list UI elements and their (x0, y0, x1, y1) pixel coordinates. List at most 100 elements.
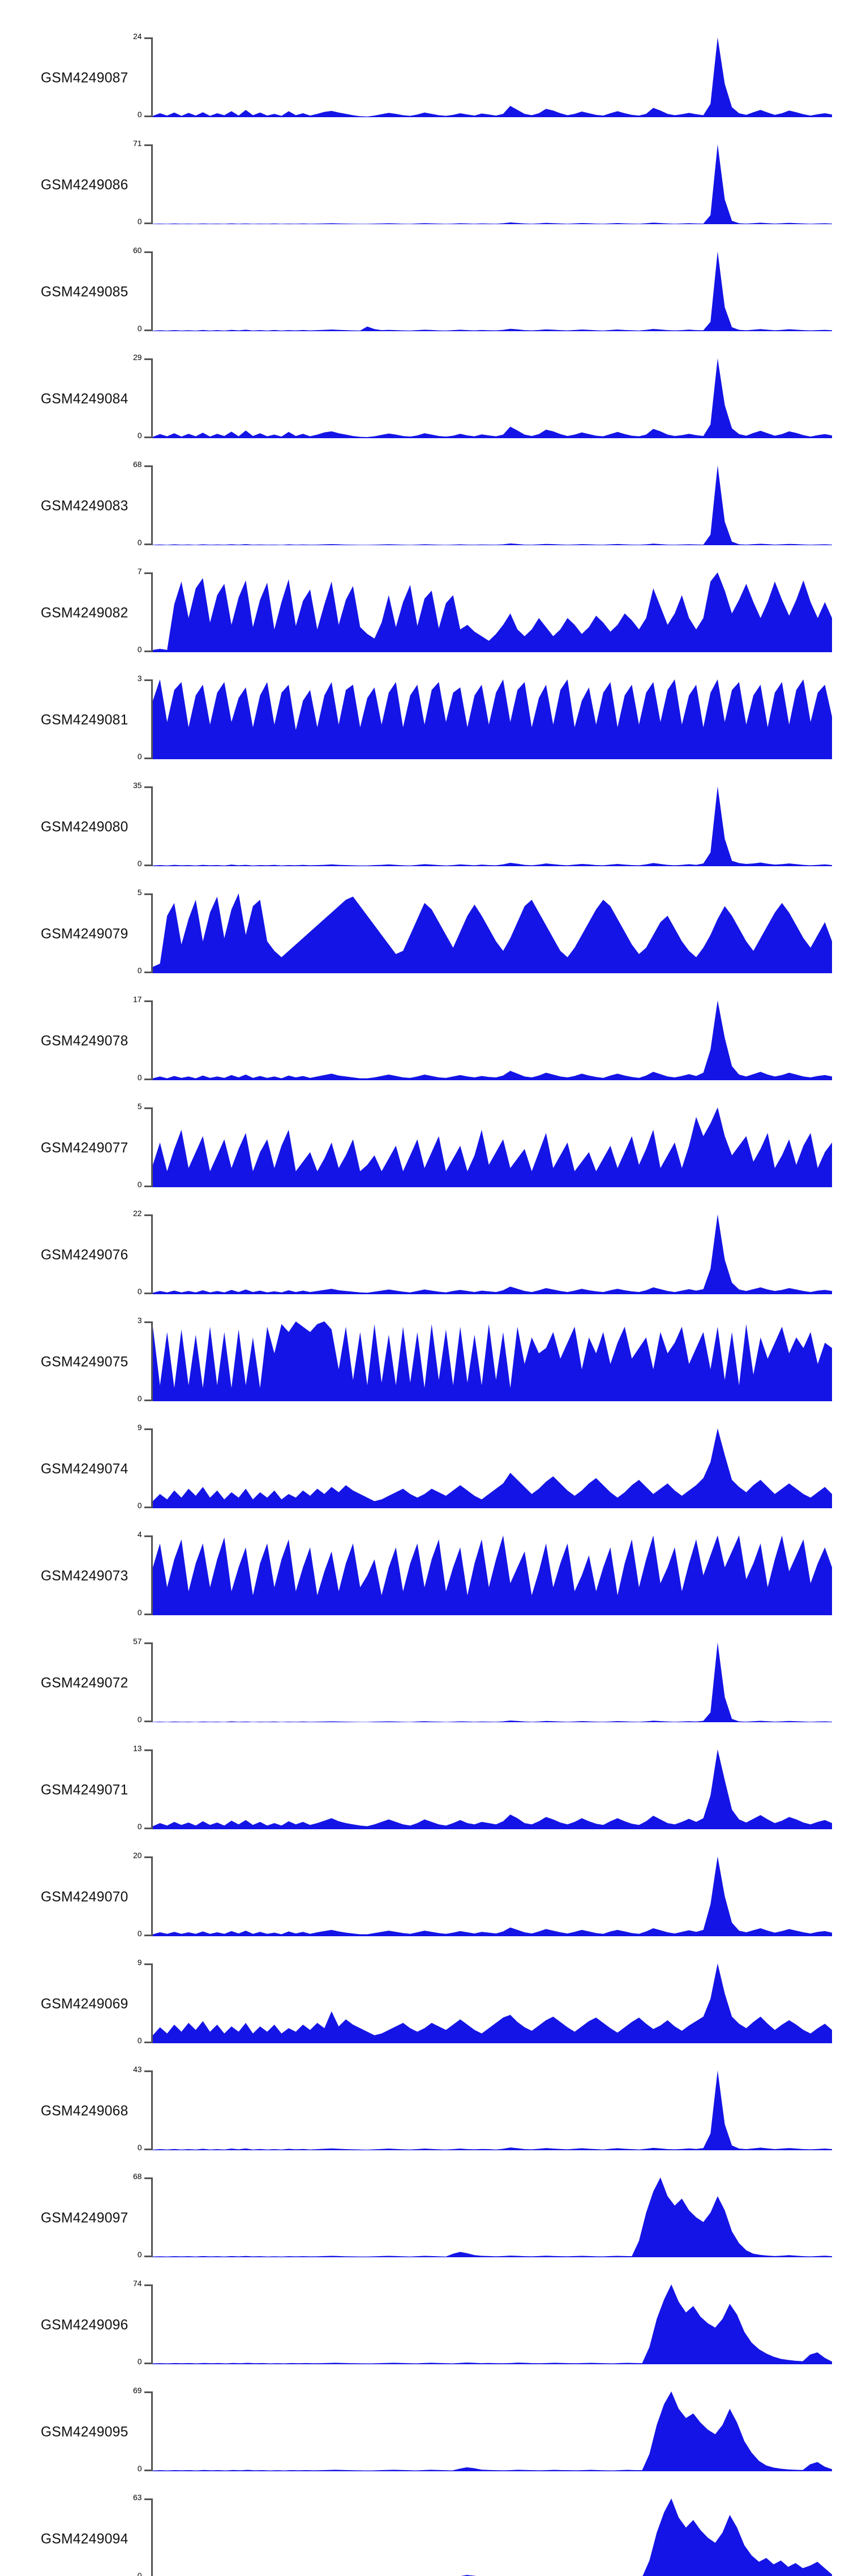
axis-min-value: 0 (137, 753, 142, 762)
axis-tick-bottom (144, 437, 153, 438)
axis-max-value: 69 (133, 2386, 142, 2395)
axis-tick-top (144, 1642, 153, 1644)
coverage-plot[interactable] (153, 2284, 832, 2364)
axis-min-value: 0 (137, 432, 142, 441)
y-axis: 69 0 (133, 2387, 153, 2473)
axis-line (151, 2391, 153, 2471)
axis-line (151, 679, 153, 759)
sample-label: GSM4249087 (41, 70, 128, 85)
axis-min-value: 0 (137, 1609, 142, 1618)
coverage-track: GSM4249082 7 0 (0, 559, 849, 666)
sample-label: GSM4249069 (41, 1996, 128, 2011)
coverage-plot[interactable] (153, 786, 832, 866)
axis-line (151, 465, 153, 545)
axis-tick-top (144, 1749, 153, 1751)
coverage-plot[interactable] (153, 1856, 832, 1936)
axis-tick-bottom (144, 1293, 153, 1294)
axis-tick-bottom (144, 330, 153, 331)
coverage-track: GSM4249068 43 0 (0, 2057, 849, 2164)
coverage-plot[interactable] (153, 2391, 832, 2471)
coverage-plot[interactable] (153, 893, 832, 973)
coverage-track: GSM4249096 74 0 (0, 2271, 849, 2378)
axis-tick-bottom (144, 2042, 153, 2043)
sample-label: GSM4249078 (41, 1033, 128, 1048)
axis-line (151, 1749, 153, 1829)
coverage-track: GSM4249073 4 0 (0, 1522, 849, 1629)
axis-tick-top (144, 572, 153, 574)
axis-line (151, 1963, 153, 2043)
coverage-plot[interactable] (153, 679, 832, 759)
coverage-plot[interactable] (153, 1749, 832, 1829)
coverage-track: GSM4249097 68 0 (0, 2164, 849, 2271)
axis-tick-bottom (144, 222, 153, 224)
sample-label: GSM4249074 (41, 1461, 128, 1476)
axis-tick-bottom (144, 544, 153, 545)
axis-tick-top (144, 1963, 153, 1965)
coverage-plot[interactable] (153, 1642, 832, 1722)
sample-label: GSM4249096 (41, 2317, 128, 2332)
y-axis: 60 0 (133, 247, 153, 333)
axis-line (151, 1535, 153, 1615)
axis-tick-bottom (144, 758, 153, 759)
axis-line (151, 1428, 153, 1508)
axis-line (151, 2177, 153, 2257)
coverage-plot[interactable] (153, 1963, 832, 2043)
axis-tick-top (144, 1428, 153, 1430)
axis-tick-top (144, 786, 153, 788)
axis-max-value: 5 (137, 888, 142, 897)
axis-min-value: 0 (137, 1074, 142, 1083)
axis-tick-bottom (144, 865, 153, 866)
axis-line (151, 1856, 153, 1936)
axis-max-value: 57 (133, 1637, 142, 1646)
axis-min-value: 0 (137, 860, 142, 869)
coverage-tracks-container: GSM4249087 24 0 GSM4249086 71 0 GSM4249085 60 0 G… (0, 24, 849, 2576)
coverage-track: GSM4249095 69 0 (0, 2378, 849, 2485)
coverage-track: GSM4249085 60 0 (0, 238, 849, 345)
coverage-plot[interactable] (153, 2498, 832, 2576)
coverage-plot[interactable] (153, 144, 832, 224)
axis-max-value: 9 (137, 1958, 142, 1967)
coverage-plot[interactable] (153, 1214, 832, 1294)
y-axis: 43 0 (133, 2066, 153, 2152)
axis-tick-top (144, 144, 153, 146)
axis-tick-bottom (144, 1828, 153, 1829)
axis-max-value: 68 (133, 2172, 142, 2181)
axis-max-value: 9 (137, 1423, 142, 1432)
coverage-track: GSM4249076 22 0 (0, 1201, 849, 1308)
axis-tick-bottom (144, 1721, 153, 1722)
coverage-plot[interactable] (153, 1428, 832, 1508)
coverage-plot[interactable] (153, 1107, 832, 1187)
coverage-plot[interactable] (153, 1321, 832, 1401)
sample-label: GSM4249080 (41, 819, 128, 834)
y-axis: 57 0 (133, 1638, 153, 1724)
axis-min-value: 0 (137, 539, 142, 548)
coverage-track: GSM4249086 71 0 (0, 131, 849, 238)
axis-min-value: 0 (137, 1930, 142, 1939)
coverage-track: GSM4249075 3 0 (0, 1308, 849, 1415)
axis-min-value: 0 (137, 325, 142, 334)
coverage-plot[interactable] (153, 251, 832, 331)
coverage-track: GSM4249077 5 0 (0, 1094, 849, 1201)
axis-line (151, 1107, 153, 1187)
coverage-track: GSM4249070 20 0 (0, 1843, 849, 1950)
axis-tick-top (144, 1000, 153, 1002)
axis-tick-top (144, 2177, 153, 2179)
axis-max-value: 5 (137, 1102, 142, 1111)
coverage-plot[interactable] (153, 1000, 832, 1080)
coverage-plot[interactable] (153, 572, 832, 652)
coverage-plot[interactable] (153, 358, 832, 438)
coverage-plot[interactable] (153, 37, 832, 117)
coverage-plot[interactable] (153, 2070, 832, 2150)
axis-line (151, 893, 153, 973)
axis-line (151, 37, 153, 117)
coverage-plot[interactable] (153, 465, 832, 545)
sample-label: GSM4249084 (41, 391, 128, 406)
sample-label: GSM4249085 (41, 284, 128, 299)
coverage-plot[interactable] (153, 1535, 832, 1615)
axis-tick-bottom (144, 1400, 153, 1401)
axis-max-value: 43 (133, 2065, 142, 2074)
coverage-plot[interactable] (153, 2177, 832, 2257)
